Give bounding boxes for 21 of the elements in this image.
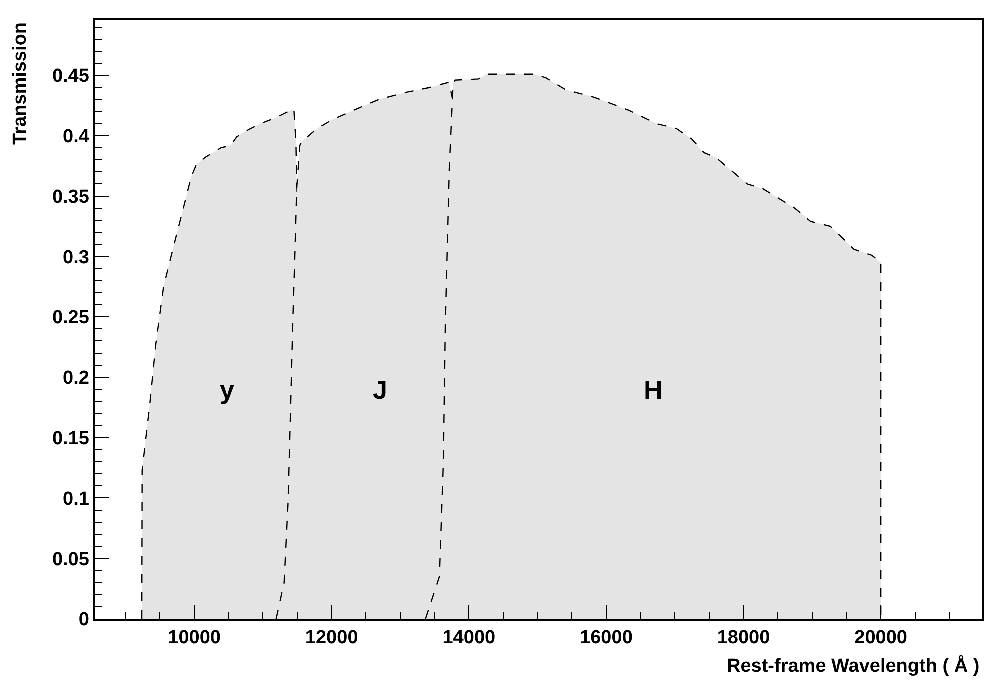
x-tick-label: 16000: [580, 628, 633, 649]
x-tick-label: 18000: [717, 628, 770, 649]
x-tick-label: 14000: [442, 628, 496, 649]
y-tick-label: 0.2: [63, 368, 90, 390]
y-tick-label: 0.3: [63, 247, 90, 268]
y-tick-label: 0.35: [52, 186, 90, 208]
series-label: H: [644, 375, 663, 405]
y-tick-label: 0: [78, 610, 90, 631]
series-label: J: [373, 375, 388, 405]
y-tick-label: 0.4: [63, 126, 90, 148]
series-label: y: [220, 375, 235, 405]
x-tick-label: 12000: [305, 628, 358, 649]
x-tick-label: 20000: [854, 628, 908, 649]
x-tick-label: 10000: [168, 628, 221, 649]
y-tick-label: 0.25: [52, 308, 90, 329]
y-axis-title: Transmission: [10, 22, 31, 145]
y-tick-label: 0.05: [52, 549, 90, 570]
y-tick-label: 0.15: [52, 428, 90, 450]
y-tick-label: 0.1: [63, 488, 90, 510]
x-axis-title: Rest-frame Wavelength ( Å ): [727, 655, 980, 677]
y-tick-label: 0.45: [52, 66, 90, 88]
